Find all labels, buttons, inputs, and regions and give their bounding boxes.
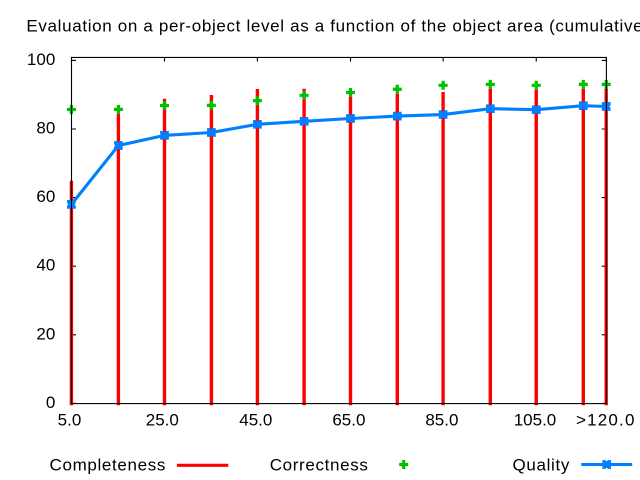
svg-text:Quality: Quality [513, 455, 570, 474]
svg-text:Correctness: Correctness [270, 455, 369, 474]
svg-text:60: 60 [36, 187, 55, 206]
svg-text:Completeness: Completeness [50, 455, 166, 474]
svg-text:40: 40 [36, 256, 55, 275]
svg-text:80: 80 [36, 119, 55, 138]
svg-text:0: 0 [46, 393, 55, 412]
svg-text:45.0: 45.0 [239, 410, 272, 429]
svg-text:85.0: 85.0 [425, 410, 458, 429]
svg-text:105.0: 105.0 [514, 410, 557, 429]
svg-text:20: 20 [36, 324, 55, 343]
svg-text:Evaluation on a per-object lev: Evaluation on a per-object level as a fu… [26, 17, 640, 36]
svg-text:5.0: 5.0 [58, 410, 82, 429]
svg-text:100: 100 [27, 50, 55, 69]
svg-text:>120.0: >120.0 [576, 410, 636, 429]
svg-text:25.0: 25.0 [146, 410, 179, 429]
svg-text:65.0: 65.0 [332, 410, 365, 429]
